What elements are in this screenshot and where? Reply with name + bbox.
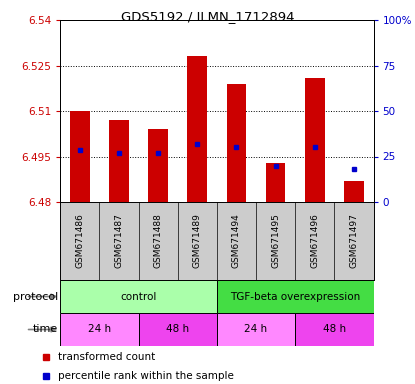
Bar [227, 84, 246, 202]
Bar [217, 313, 295, 346]
Bar [148, 129, 168, 202]
Text: GSM671488: GSM671488 [154, 214, 163, 268]
Bar [70, 111, 90, 202]
Text: 48 h: 48 h [323, 324, 346, 334]
Text: 24 h: 24 h [88, 324, 111, 334]
Text: protocol: protocol [13, 291, 58, 301]
Text: GSM671486: GSM671486 [75, 214, 84, 268]
Bar [139, 313, 217, 346]
Bar [305, 78, 325, 202]
Bar [217, 280, 374, 313]
Bar [266, 162, 286, 202]
Bar [60, 280, 217, 313]
Text: transformed count: transformed count [58, 352, 155, 362]
Bar [60, 313, 139, 346]
Text: control: control [120, 291, 157, 301]
Text: GSM671496: GSM671496 [310, 214, 319, 268]
Bar [344, 181, 364, 202]
Bar [295, 313, 374, 346]
Text: 48 h: 48 h [166, 324, 189, 334]
Text: GSM671494: GSM671494 [232, 214, 241, 268]
Text: 24 h: 24 h [244, 324, 268, 334]
Text: GDS5192 / ILMN_1712894: GDS5192 / ILMN_1712894 [121, 10, 294, 23]
Text: GSM671495: GSM671495 [271, 214, 280, 268]
Text: GSM671487: GSM671487 [115, 214, 123, 268]
Bar [109, 120, 129, 202]
Text: percentile rank within the sample: percentile rank within the sample [58, 371, 234, 381]
Text: TGF-beta overexpression: TGF-beta overexpression [230, 291, 360, 301]
Text: time: time [33, 324, 58, 334]
Text: GSM671489: GSM671489 [193, 214, 202, 268]
Bar [188, 56, 207, 202]
Text: GSM671497: GSM671497 [349, 214, 359, 268]
